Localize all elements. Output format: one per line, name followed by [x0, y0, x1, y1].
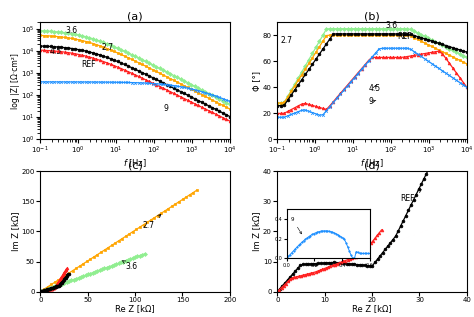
Text: 2.7: 2.7 [280, 36, 292, 45]
Y-axis label: Im Z [kΩ]: Im Z [kΩ] [252, 212, 261, 251]
Text: 9: 9 [368, 97, 376, 106]
Text: 3.6: 3.6 [65, 26, 77, 35]
Text: 4.5: 4.5 [368, 84, 380, 93]
Text: 3.6: 3.6 [385, 21, 397, 30]
Y-axis label: Im Z [kΩ]: Im Z [kΩ] [11, 212, 20, 251]
X-axis label: Re Z [kΩ]: Re Z [kΩ] [115, 305, 155, 314]
Text: 9: 9 [291, 217, 301, 234]
Text: 3.6: 3.6 [122, 261, 138, 271]
Title: (b): (b) [364, 11, 380, 22]
Text: 4.5: 4.5 [358, 236, 370, 245]
Text: 2.7: 2.7 [143, 215, 161, 230]
X-axis label: Re Z [kΩ]: Re Z [kΩ] [352, 305, 392, 314]
Text: 2.7: 2.7 [101, 43, 113, 52]
Text: REF: REF [81, 61, 96, 69]
Text: 9: 9 [164, 104, 169, 113]
Y-axis label: log |Z| [Ω·cm²]: log |Z| [Ω·cm²] [10, 53, 19, 109]
Text: REF: REF [401, 190, 421, 203]
X-axis label: $f$ [Hz]: $f$ [Hz] [360, 158, 384, 170]
Text: REF: REF [398, 32, 412, 41]
Title: (c): (c) [128, 160, 143, 171]
Title: (a): (a) [128, 11, 143, 22]
Text: 4.5: 4.5 [50, 47, 62, 56]
Y-axis label: Φ [°]: Φ [°] [252, 71, 261, 91]
Title: (d): (d) [364, 160, 380, 171]
X-axis label: $f$ [Hz]: $f$ [Hz] [123, 158, 147, 170]
